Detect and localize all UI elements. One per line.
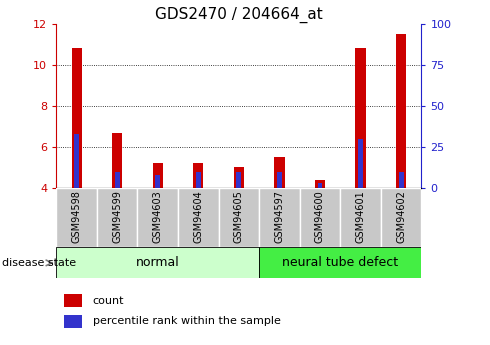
Bar (74, 134, 79, 188)
Text: disease state: disease state (2, 258, 76, 268)
Text: GSM94601: GSM94601 (356, 190, 366, 243)
Title: GDS2470 / 204664_at: GDS2470 / 204664_at (155, 7, 323, 23)
Text: GSM94597: GSM94597 (274, 190, 284, 243)
Bar (56, 188, 97, 247)
Bar (219, 188, 259, 247)
Bar (355, 48, 366, 188)
Bar (234, 167, 244, 188)
Bar (396, 34, 406, 188)
Bar (315, 180, 325, 188)
Bar (56, 247, 259, 278)
Text: GSM94602: GSM94602 (396, 190, 406, 243)
Bar (237, 172, 241, 188)
Text: GSM94599: GSM94599 (112, 190, 122, 243)
Bar (112, 133, 122, 188)
Text: percentile rank within the sample: percentile rank within the sample (93, 316, 281, 326)
Text: neural tube defect: neural tube defect (282, 256, 398, 269)
Bar (300, 188, 340, 247)
Bar (259, 247, 421, 278)
Bar (381, 188, 421, 247)
Bar (155, 175, 160, 188)
Bar (138, 188, 178, 247)
Bar (178, 188, 219, 247)
Bar (97, 188, 138, 247)
Text: GSM94604: GSM94604 (194, 190, 203, 243)
Bar (72, 48, 82, 188)
Text: count: count (93, 296, 124, 306)
Bar (340, 188, 381, 247)
Bar (64, 294, 82, 307)
Text: GSM94603: GSM94603 (153, 190, 163, 243)
Bar (196, 172, 201, 188)
Bar (193, 164, 203, 188)
Bar (153, 164, 163, 188)
Bar (64, 315, 82, 328)
Bar (399, 172, 404, 188)
Bar (259, 188, 300, 247)
Text: GSM94600: GSM94600 (315, 190, 325, 243)
Text: GSM94605: GSM94605 (234, 190, 244, 243)
Bar (277, 172, 282, 188)
Bar (318, 183, 322, 188)
Bar (358, 139, 363, 188)
Bar (115, 172, 120, 188)
Text: GSM94598: GSM94598 (72, 190, 82, 243)
Text: normal: normal (136, 256, 180, 269)
Bar (274, 157, 285, 188)
